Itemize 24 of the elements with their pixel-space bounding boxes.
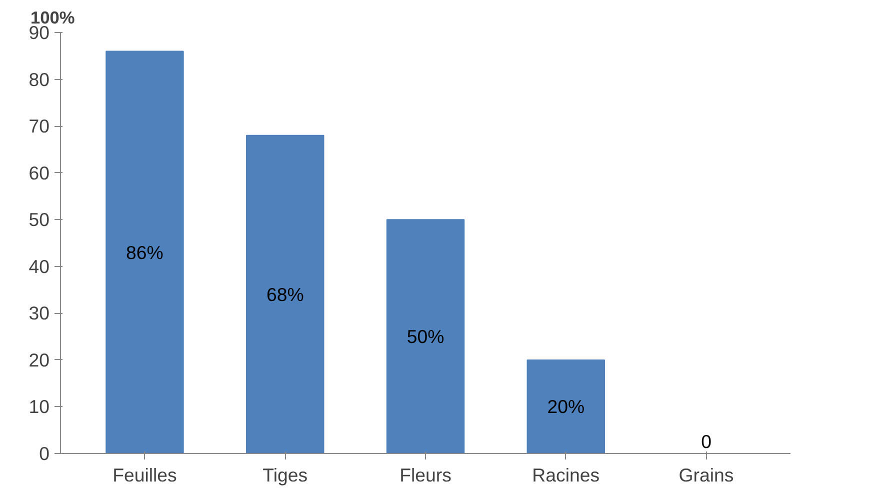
data-label: 0 xyxy=(701,431,712,452)
y-tick-label: 70 xyxy=(28,116,50,137)
y-axis-title: 100% xyxy=(30,8,75,28)
data-label: 50% xyxy=(406,326,444,348)
data-label: 68% xyxy=(266,284,304,305)
bar xyxy=(386,219,465,454)
y-tick-label: 40 xyxy=(28,256,50,277)
data-label: 86% xyxy=(126,242,164,263)
x-tick-label: Fleurs xyxy=(400,464,452,486)
x-tick-label: Racines xyxy=(532,464,600,486)
y-tick-label: 0 xyxy=(39,443,50,464)
y-tick-label: 80 xyxy=(28,68,50,90)
bar xyxy=(246,134,324,454)
bar xyxy=(526,359,605,454)
x-tick-label: Tiges xyxy=(262,464,308,486)
y-tick-label: 60 xyxy=(28,162,50,184)
y-tick-label: 50 xyxy=(28,209,50,230)
x-tick-label: Feuilles xyxy=(112,464,177,486)
y-tick-label: 30 xyxy=(28,302,50,324)
x-tick-label: Grains xyxy=(678,464,734,486)
y-tick-label: 10 xyxy=(28,396,50,418)
bar xyxy=(106,50,184,454)
y-tick-label: 20 xyxy=(28,349,50,370)
data-label: 20% xyxy=(547,396,585,418)
